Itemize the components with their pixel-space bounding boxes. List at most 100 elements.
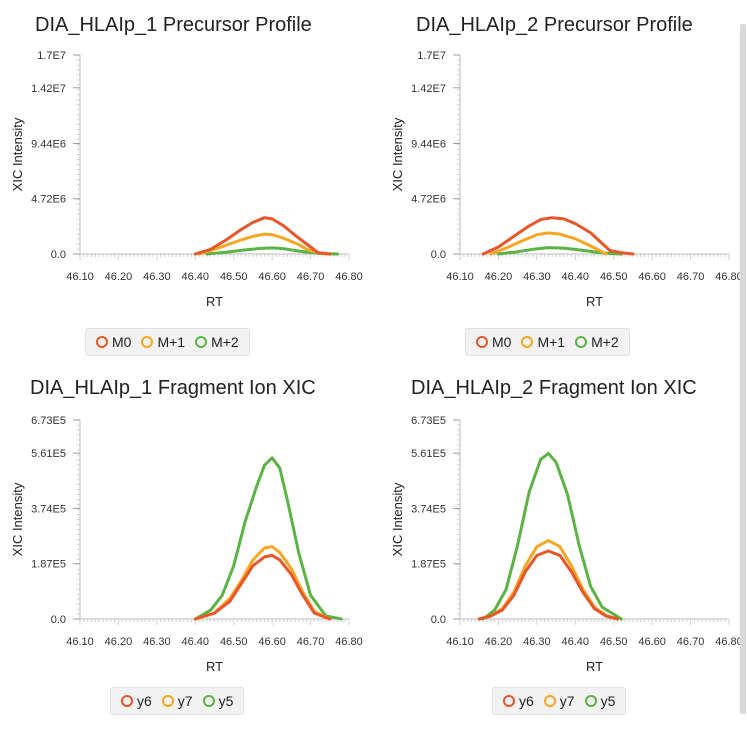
x-tick-label: 46.10	[66, 271, 94, 283]
legend-item-mplus2[interactable]: M+2	[575, 334, 619, 350]
x-tick-label: 46.10	[446, 636, 474, 648]
legend-marker-icon	[96, 336, 108, 348]
y-tick-label: 6.73E5	[411, 415, 446, 427]
legend-item-mplus2[interactable]: M+2	[195, 334, 239, 350]
x-axis-label: RT	[206, 659, 223, 674]
legend-marker-icon	[521, 336, 534, 348]
series-line-mplus1	[489, 231, 608, 256]
chart-title: DIA_HLAIp_1 Precursor Profile	[35, 14, 312, 36]
legend-label: M+2	[211, 334, 239, 350]
legend-label: y5	[600, 693, 616, 709]
chart-plot: 0.0 4.72E6 9.44E6 1.42E7 1.7E7 46.10 46.20 46.3…	[10, 50, 363, 309]
y-tick-label: 3.74E5	[31, 503, 66, 515]
x-tick-label: 46.80	[335, 271, 363, 283]
x-tick-label: 46.60	[638, 271, 666, 283]
y-tick-label: 1.87E5	[411, 559, 446, 571]
chart-title: DIA_HLAIp_2 Precursor Profile	[416, 14, 693, 36]
chart-panel-fragment-2: DIA_HLAIp_2 Fragment Ion XIC 0.0 1.87E5 3.…	[380, 365, 747, 730]
x-tick-label: 46.20	[485, 636, 513, 648]
chart-plot: 0.0 4.72E6 9.44E6 1.42E7 1.7E7 46.10 46.20 46.3…	[390, 50, 743, 309]
x-tick-label: 46.50	[220, 636, 248, 648]
series-line-m0	[481, 216, 635, 256]
y-tick-label: 4.72E6	[411, 194, 446, 206]
x-tick-label: 46.70	[677, 636, 705, 648]
x-axis-label: RT	[586, 659, 603, 674]
series-line-y6	[193, 553, 332, 621]
chart-panel-precursor-1: DIA_HLAIp_1 Precursor Profile 0.0 4.72E6 9…	[0, 0, 370, 365]
series-line-mplus1	[197, 232, 332, 256]
x-tick-label: 46.60	[638, 636, 666, 648]
x-axis-label: RT	[206, 294, 223, 309]
legend-label: y7	[559, 693, 575, 709]
x-tick-label: 46.30	[143, 271, 171, 283]
series-line-m0	[193, 216, 332, 256]
x-tick-label: 46.50	[600, 271, 628, 283]
legend-item-mplus1[interactable]: M+1	[521, 334, 565, 350]
y-tick-label: 1.7E7	[37, 50, 66, 62]
y-tick-label: 5.61E5	[31, 448, 66, 460]
x-tick-label: 46.40	[182, 271, 210, 283]
y-tick-label: 9.44E6	[31, 138, 66, 150]
legend-marker-icon	[543, 695, 556, 707]
x-tick-label: 46.80	[715, 271, 743, 283]
y-tick-label: 0.0	[431, 249, 446, 261]
x-tick-label: 46.40	[182, 636, 210, 648]
series-line-y5	[481, 451, 623, 621]
legend-item-mplus1[interactable]: M+1	[141, 334, 185, 350]
legend-marker-icon	[503, 695, 515, 707]
legend-label: y7	[177, 693, 193, 709]
y-axis-label: XIC Intensity	[390, 482, 405, 556]
x-tick-label: 46.20	[485, 271, 513, 283]
legend-label: M0	[492, 334, 512, 350]
x-tick-label: 46.70	[297, 636, 325, 648]
legend-item-y6[interactable]: y6	[121, 693, 152, 709]
chart-legend: y6 y7 y5	[110, 687, 245, 715]
y-tick-label: 5.61E5	[411, 448, 446, 460]
legend-marker-icon	[195, 336, 208, 348]
x-tick-label: 46.30	[523, 271, 551, 283]
legend-item-y6[interactable]: y6	[503, 693, 534, 709]
x-tick-label: 46.40	[562, 636, 590, 648]
legend-item-y5[interactable]: y5	[202, 693, 234, 709]
legend-item-y7[interactable]: y7	[543, 693, 575, 709]
y-tick-label: 4.72E6	[31, 194, 66, 206]
chart-legend: M0 M+1 M+2	[465, 328, 630, 356]
y-tick-label: 9.44E6	[411, 138, 446, 150]
legend-marker-icon	[584, 695, 597, 707]
x-tick-label: 46.70	[677, 271, 705, 283]
legend-item-m0[interactable]: M0	[476, 334, 511, 350]
legend-label: y5	[218, 693, 234, 709]
legend-marker-icon	[121, 695, 133, 707]
legend-marker-icon	[575, 336, 588, 348]
legend-item-y7[interactable]: y7	[161, 693, 193, 709]
legend-label: M+1	[537, 334, 566, 350]
x-tick-label: 46.20	[105, 636, 133, 648]
chart-panel-fragment-1: DIA_HLAIp_1 Fragment Ion XIC 0.0 1.87E5 3.…	[0, 365, 370, 730]
y-tick-label: 6.73E5	[31, 415, 66, 427]
x-tick-label: 46.70	[297, 271, 325, 283]
legend-item-y5[interactable]: y5	[584, 693, 616, 709]
y-axis-label: XIC Intensity	[390, 117, 405, 191]
chart-legend: y6 y7 y5	[492, 687, 627, 715]
chart-plot: 0.0 1.87E5 3.74E5 5.61E5 6.73E5 46.10 46.20 46.…	[390, 415, 743, 674]
x-tick-label: 46.20	[105, 271, 133, 283]
x-tick-label: 46.50	[600, 636, 628, 648]
chart-title: DIA_HLAIp_1 Fragment Ion XIC	[30, 377, 316, 399]
legend-label: y6	[137, 693, 152, 709]
legend-marker-icon	[476, 336, 488, 348]
y-tick-label: 1.42E7	[411, 83, 446, 95]
legend-marker-icon	[161, 695, 174, 707]
y-tick-label: 1.42E7	[31, 83, 66, 95]
series-line-y5	[193, 456, 343, 621]
x-tick-label: 46.10	[446, 271, 474, 283]
vertical-scrollbar[interactable]	[740, 24, 746, 714]
legend-marker-icon	[202, 695, 215, 707]
y-axis-label: XIC Intensity	[10, 117, 25, 191]
legend-item-m0[interactable]: M0	[96, 334, 131, 350]
chart-panel-precursor-2: DIA_HLAIp_2 Precursor Profile 0.0 4.72E6 9…	[380, 0, 747, 365]
x-tick-label: 46.80	[715, 636, 743, 648]
y-tick-label: 1.87E5	[31, 559, 66, 571]
x-tick-label: 46.30	[523, 636, 551, 648]
x-tick-label: 46.50	[220, 271, 248, 283]
series-line-y6	[477, 549, 620, 621]
